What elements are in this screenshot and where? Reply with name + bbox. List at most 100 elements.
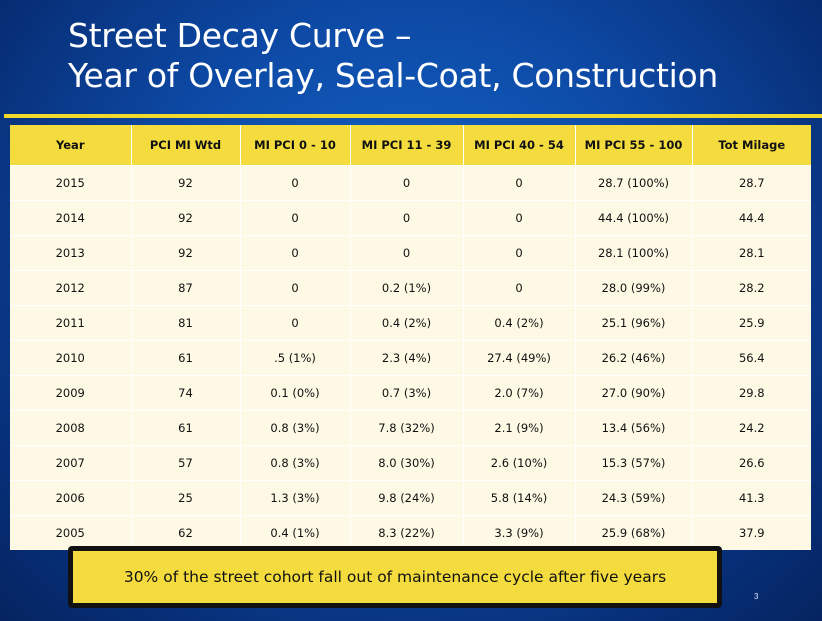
table-row: 2010 61.5 (1%) 2.3 (4%) 27.4 (49%) 26.2 (46%… [10, 340, 811, 376]
table-cell: 2005 [10, 515, 132, 550]
column-header: MI PCI 11 - 39 [350, 125, 464, 166]
callout-box: 30% of the street cohort fall out of mai… [68, 546, 722, 608]
table-cell: 25 [131, 480, 241, 516]
table-cell: 0 [240, 200, 351, 236]
table-cell: 28.1 [692, 235, 811, 271]
table-cell: 7.8 (32%) [350, 410, 464, 446]
table-cell: 2011 [10, 305, 132, 341]
table-cell: 44.4 (100%) [575, 200, 693, 236]
table-cell: 92 [131, 235, 241, 271]
table-cell: 92 [131, 200, 241, 236]
column-header: MI PCI 0 - 10 [240, 125, 351, 166]
table-cell: 62 [131, 515, 241, 550]
table-cell: 0 [240, 305, 351, 341]
table-cell: 28.7 (100%) [575, 165, 693, 201]
table-row: 2012 87 0 0.2 (1%) 0 28.0 (99%) 28.2 [10, 270, 811, 306]
table-cell: 0 [350, 235, 464, 271]
table-cell: 1.3 (3%) [240, 480, 351, 516]
table-cell: 81 [131, 305, 241, 341]
table-cell: 2.0 (7%) [463, 375, 576, 411]
table-cell: 0 [463, 200, 576, 236]
table-cell: 24.3 (59%) [575, 480, 693, 516]
slide-title: Street Decay Curve – Year of Overlay, Se… [68, 16, 718, 96]
table-cell: 24.2 [692, 410, 811, 446]
table-row: 2011 81 0 0.4 (2%) 0.4 (2%) 25.1 (96%) 25.9 [10, 305, 811, 341]
table-row: 2007 57 0.8 (3%) 8.0 (30%) 2.6 (10%) 15.3 (57… [10, 445, 811, 481]
column-header: MI PCI 55 - 100 [575, 125, 693, 166]
table-cell: 15.3 (57%) [575, 445, 693, 481]
table-cell: 2015 [10, 165, 132, 201]
table-cell: 25.9 (68%) [575, 515, 693, 550]
table-cell: 2006 [10, 480, 132, 516]
table-cell: 28.1 (100%) [575, 235, 693, 271]
table-row: 2006 25 1.3 (3%) 9.8 (24%) 5.8 (14%) 24.3 (59… [10, 480, 811, 516]
title-line-2: Year of Overlay, Seal-Coat, Construction [68, 56, 718, 95]
table-row: 2008 61 0.8 (3%) 7.8 (32%) 2.1 (9%) 13.4 (56%… [10, 410, 811, 446]
table-cell: 28.2 [692, 270, 811, 306]
table-cell: 57 [131, 445, 241, 481]
column-header: PCI MI Wtd [131, 125, 241, 166]
table-cell: 2014 [10, 200, 132, 236]
table-cell: 28.7 [692, 165, 811, 201]
column-header: Tot Milage [692, 125, 811, 166]
table-cell: 2.6 (10%) [463, 445, 576, 481]
table-cell: 0 [350, 200, 464, 236]
table-cell: 0.8 (3%) [240, 410, 351, 446]
table-row: 2014 92 0 0 0 44.4 (100%) 44.4 [10, 200, 811, 236]
table-cell: 13.4 (56%) [575, 410, 693, 446]
callout-text: 30% of the street cohort fall out of mai… [123, 568, 667, 586]
column-header: MI PCI 40 - 54 [463, 125, 576, 166]
table-cell: 27.4 (49%) [463, 340, 576, 376]
table-row: 2009 74 0.1 (0%) 0.7 (3%) 2.0 (7%) 27.0 (90%)… [10, 375, 811, 411]
table-cell: 0 [463, 165, 576, 201]
table-cell: 2010 [10, 340, 132, 376]
table-cell: 26.2 (46%) [575, 340, 693, 376]
table-cell: 29.8 [692, 375, 811, 411]
table-row: 2015 92 0 0 0 28.7 (100%) 28.7 [10, 165, 811, 201]
table-cell: 61 [131, 410, 241, 446]
table-header-row: Year PCI MI Wtd MI PCI 0 - 10 MI PCI 11 - 3… [10, 125, 811, 166]
table-cell: 61 [131, 340, 241, 376]
table-cell: 37.9 [692, 515, 811, 550]
table-cell: 25.1 (96%) [575, 305, 693, 341]
table-cell: 0.4 (1%) [240, 515, 351, 550]
table-body: 2015 92 0 0 0 28.7 (100%) 28.7 2014 92 0 0 0 44.4 (1… [10, 165, 811, 550]
table-cell: 8.3 (22%) [350, 515, 464, 550]
table-cell: 0 [350, 165, 464, 201]
table-cell: 0 [463, 270, 576, 306]
table-cell: 27.0 (90%) [575, 375, 693, 411]
table-cell: 9.8 (24%) [350, 480, 464, 516]
table-cell: 0 [240, 235, 351, 271]
table-cell: 0 [240, 270, 351, 306]
table-cell: 26.6 [692, 445, 811, 481]
page-number: 3 [754, 592, 759, 601]
table-cell: 0 [463, 235, 576, 271]
table-cell: 2007 [10, 445, 132, 481]
table-cell: 92 [131, 165, 241, 201]
table-cell: 5.8 (14%) [463, 480, 576, 516]
table-cell: 3.3 (9%) [463, 515, 576, 550]
table-cell: 0.4 (2%) [350, 305, 464, 341]
table-cell: 2.1 (9%) [463, 410, 576, 446]
table-cell: 0.8 (3%) [240, 445, 351, 481]
table-cell: 0.1 (0%) [240, 375, 351, 411]
title-line-1: Street Decay Curve – [68, 16, 412, 55]
table-cell: 2009 [10, 375, 132, 411]
table-cell: 0 [240, 165, 351, 201]
table-cell: 0.7 (3%) [350, 375, 464, 411]
table-cell: .5 (1%) [240, 340, 351, 376]
title-divider [4, 114, 822, 118]
table-cell: 87 [131, 270, 241, 306]
table-cell: 2012 [10, 270, 132, 306]
table-cell: 28.0 (99%) [575, 270, 693, 306]
table-cell: 0.4 (2%) [463, 305, 576, 341]
table-cell: 2.3 (4%) [350, 340, 464, 376]
table-cell: 56.4 [692, 340, 811, 376]
table-cell: 0.2 (1%) [350, 270, 464, 306]
table-cell: 2008 [10, 410, 132, 446]
table-cell: 2013 [10, 235, 132, 271]
table-cell: 8.0 (30%) [350, 445, 464, 481]
table-cell: 25.9 [692, 305, 811, 341]
decay-table: Year PCI MI Wtd MI PCI 0 - 10 MI PCI 11 - 3… [10, 125, 811, 550]
